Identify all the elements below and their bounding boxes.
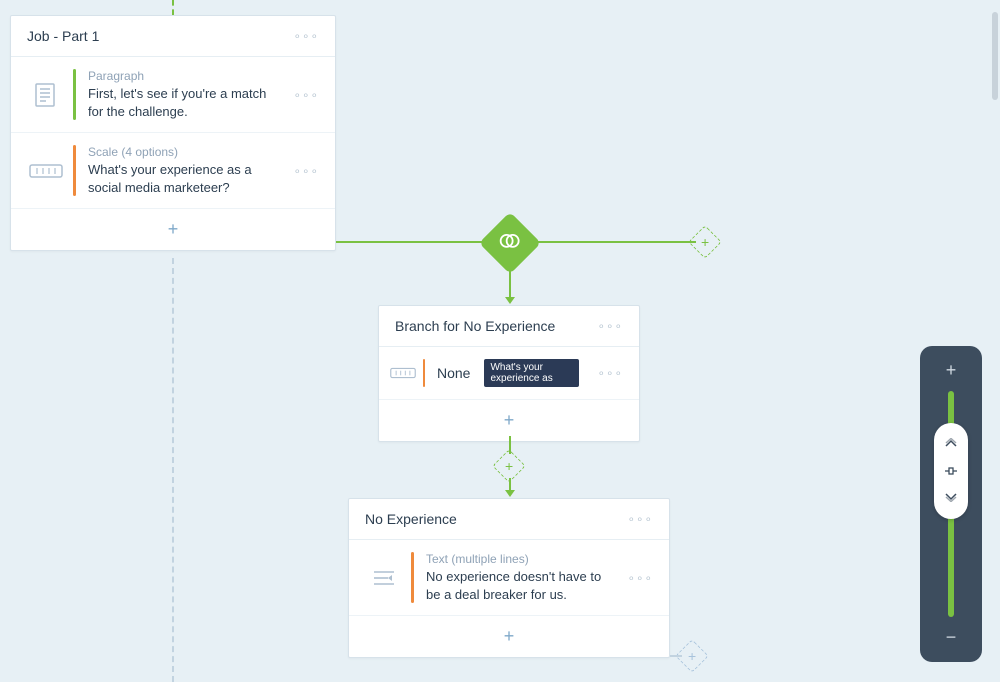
condition-chip: What's your experience as bbox=[484, 359, 579, 387]
card-row-paragraph[interactable]: Paragraph First, let's see if you're a m… bbox=[11, 57, 335, 133]
branch-condition-row[interactable]: None What's your experience as ∘∘∘ bbox=[379, 347, 639, 400]
row-accent-bar bbox=[73, 145, 76, 196]
row-type-label: Scale (4 options) bbox=[88, 145, 275, 159]
card-header: Job - Part 1 ∘∘∘ bbox=[11, 16, 335, 57]
plus-icon: + bbox=[505, 458, 513, 474]
row-accent-bar bbox=[411, 552, 414, 603]
zoom-track[interactable] bbox=[948, 391, 954, 617]
row-type-label: Paragraph bbox=[88, 69, 275, 83]
scrollbar[interactable] bbox=[992, 12, 998, 100]
connector-dashed-right bbox=[670, 655, 682, 657]
scale-icon bbox=[19, 164, 73, 178]
card-job-part-1: Job - Part 1 ∘∘∘ Paragraph First, let's … bbox=[10, 15, 336, 251]
flow-canvas[interactable]: Job - Part 1 ∘∘∘ Paragraph First, let's … bbox=[0, 0, 1000, 682]
card-no-experience: No Experience ∘∘∘ Text (multiple lines) … bbox=[348, 498, 670, 658]
card-header: No Experience ∘∘∘ bbox=[349, 499, 669, 540]
card-branch-no-experience: Branch for No Experience ∘∘∘ None What's… bbox=[378, 305, 640, 442]
zoom-handle[interactable] bbox=[934, 423, 968, 519]
connector-dashed-top bbox=[172, 0, 174, 15]
zoom-out-button[interactable]: − bbox=[920, 627, 982, 648]
scale-icon bbox=[383, 367, 423, 379]
pan-up-button[interactable] bbox=[944, 437, 958, 451]
arrow-icon bbox=[505, 297, 515, 304]
row-type-label: Text (multiple lines) bbox=[426, 552, 609, 566]
card-title: Job - Part 1 bbox=[27, 28, 99, 44]
text-lines-icon bbox=[357, 568, 411, 588]
arrow-icon bbox=[505, 490, 515, 497]
row-text: What's your experience as a social media… bbox=[88, 161, 275, 196]
row-menu-button[interactable]: ∘∘∘ bbox=[619, 571, 661, 585]
add-row-button[interactable]: + bbox=[349, 616, 669, 657]
zoom-control: + − bbox=[920, 346, 982, 662]
branch-icon bbox=[499, 230, 521, 257]
connector-dashed-left bbox=[172, 258, 174, 682]
zoom-in-button[interactable]: + bbox=[920, 360, 982, 381]
row-text: First, let's see if you're a match for t… bbox=[88, 85, 275, 120]
card-menu-button[interactable]: ∘∘∘ bbox=[597, 319, 623, 333]
row-menu-button[interactable]: ∘∘∘ bbox=[285, 164, 327, 178]
add-branch-button[interactable]: + bbox=[688, 225, 722, 259]
row-menu-button[interactable]: ∘∘∘ bbox=[589, 366, 631, 380]
connector-vertical-1 bbox=[509, 262, 511, 299]
row-accent-bar bbox=[423, 359, 425, 387]
card-menu-button[interactable]: ∘∘∘ bbox=[293, 29, 319, 43]
paragraph-icon bbox=[19, 81, 73, 109]
card-menu-button[interactable]: ∘∘∘ bbox=[627, 512, 653, 526]
card-title: Branch for No Experience bbox=[395, 318, 555, 334]
card-header: Branch for No Experience ∘∘∘ bbox=[379, 306, 639, 347]
plus-icon: + bbox=[688, 648, 696, 664]
add-row-button[interactable]: + bbox=[11, 209, 335, 250]
card-title: No Experience bbox=[365, 511, 457, 527]
row-accent-bar bbox=[73, 69, 76, 120]
pan-down-button[interactable] bbox=[944, 491, 958, 505]
row-menu-button[interactable]: ∘∘∘ bbox=[285, 88, 327, 102]
row-text: No experience doesn't have to be a deal … bbox=[426, 568, 609, 603]
add-row-button[interactable]: + bbox=[379, 400, 639, 441]
fit-button[interactable] bbox=[944, 464, 958, 478]
card-row-text-multiline[interactable]: Text (multiple lines) No experience does… bbox=[349, 540, 669, 616]
condition-label: None bbox=[437, 365, 470, 381]
plus-icon: + bbox=[701, 234, 709, 250]
card-row-scale[interactable]: Scale (4 options) What's your experience… bbox=[11, 133, 335, 209]
